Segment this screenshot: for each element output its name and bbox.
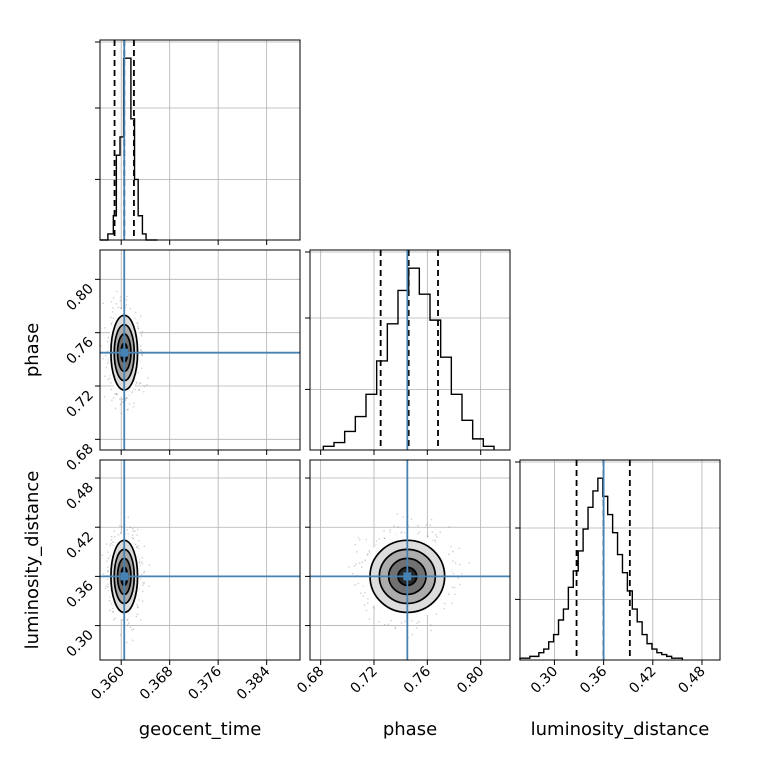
x-tick-label: 0.42 xyxy=(626,664,659,697)
x-tick-label: 0.76 xyxy=(401,663,434,696)
y-tick-label: 0.36 xyxy=(63,578,96,611)
x-tick-label: 0.368 xyxy=(137,664,177,704)
y-tick-label: 0.80 xyxy=(63,281,96,314)
y-tick-label: 0.30 xyxy=(63,627,96,660)
y-tick-label: 0.68 xyxy=(63,441,96,474)
panel-frame xyxy=(309,249,511,451)
truth-marker xyxy=(403,572,412,581)
histogram-luminosity_distance xyxy=(519,477,683,660)
histogram-phase xyxy=(322,267,495,450)
xlabel-phase: phase xyxy=(383,719,437,740)
panel-frame xyxy=(99,249,301,451)
xlabel-luminosity-distance: luminosity_distance xyxy=(531,719,710,740)
panel-frame xyxy=(519,459,721,661)
x-tick-label: 0.72 xyxy=(347,664,380,697)
truth-marker xyxy=(120,348,129,357)
x-tick-label: 0.376 xyxy=(185,663,225,703)
x-tick-label: 0.68 xyxy=(294,664,327,697)
y-tick-label: 0.48 xyxy=(63,480,96,513)
xlabel-geocent-time: geocent_time xyxy=(139,719,262,740)
ylabel-phase: phase xyxy=(22,323,43,377)
y-tick-label: 0.72 xyxy=(63,388,96,421)
x-tick-label: 0.36 xyxy=(577,663,610,696)
truth-marker xyxy=(120,572,129,581)
x-tick-label: 0.48 xyxy=(675,664,708,697)
x-tick-label: 0.384 xyxy=(234,663,274,703)
panels-layer: 0.30 0.36 0.42 0.480.680.720.760.800.360 0.3… xyxy=(63,39,721,704)
x-tick-label: 0.30 xyxy=(528,664,561,697)
y-tick-label: 0.76 xyxy=(63,334,96,367)
x-tick-label: 0.80 xyxy=(454,664,487,697)
panel-frame xyxy=(99,39,301,241)
histogram-geocent_time xyxy=(100,57,158,241)
panel-frame xyxy=(309,459,511,661)
x-tick-label: 0.360 xyxy=(88,664,128,704)
ylabel-luminosity-distance: luminosity_distance xyxy=(22,471,43,650)
panel-frame xyxy=(99,459,301,661)
y-tick-label: 0.42 xyxy=(63,529,96,562)
